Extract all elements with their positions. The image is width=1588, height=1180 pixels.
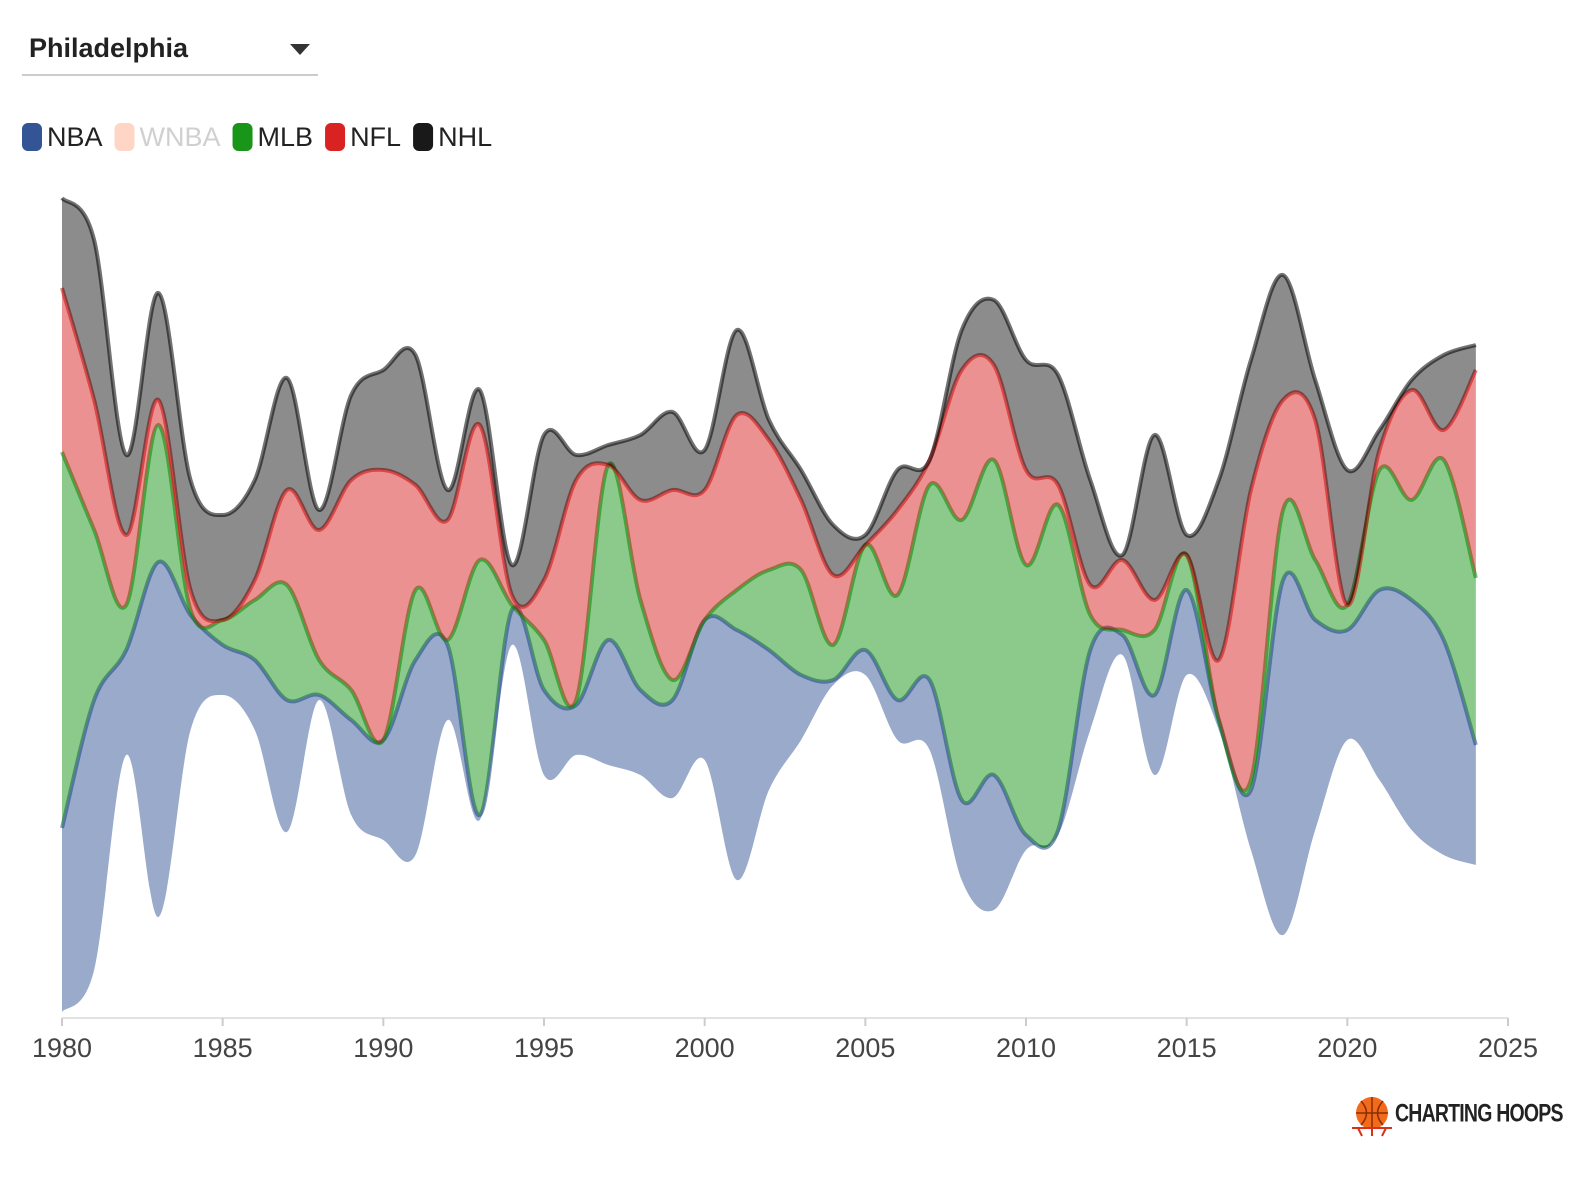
plot [60,196,1478,1012]
stream-area [62,198,1476,661]
x-tick-label: 1980 [32,1033,92,1063]
legend-label: NHL [438,122,492,152]
stream-edge [60,559,1478,850]
dropdown[interactable]: Philadelphia [22,33,318,76]
x-tick-label: 2010 [996,1033,1056,1063]
legend: NBA WNBA MLB NFL NHL [22,122,492,152]
x-tick-label: 2025 [1478,1033,1538,1063]
x-tick-label: 2015 [1157,1033,1217,1063]
logo-net [1352,1127,1392,1137]
dropdown-label: Philadelphia [29,33,189,63]
legend-swatch [22,123,42,151]
stream-edge [60,422,1478,793]
x-axis: 1980 1985 1990 1995 2000 2005 2010 2015 2020 2025 [32,1017,1538,1063]
dropdown-caret [290,44,310,55]
legend-label: WNBA [140,122,221,152]
logo: CHARTING HOOPS [1352,1097,1564,1137]
x-tick-label: 1990 [353,1033,413,1063]
x-tick-label: 1995 [514,1033,574,1063]
legend-swatch [114,123,135,151]
x-tick-label: 2005 [835,1033,895,1063]
logo-seams [1356,1097,1388,1129]
x-tick-label: 1985 [193,1033,253,1063]
legend-label: NBA [47,122,103,152]
legend-swatch [325,123,346,151]
legend-swatch [232,123,253,151]
stream-area [62,288,1476,791]
stream-edge [60,287,1478,663]
stream-edge [60,196,1477,568]
legend-label: NFL [350,122,401,152]
x-tick-label: 2020 [1317,1033,1377,1063]
legend-label: MLB [258,122,314,152]
legend-swatch [413,123,434,151]
stream-area [62,424,1476,848]
logo-text: CHARTING HOOPS [1395,1099,1564,1127]
x-tick-label: 2000 [675,1033,735,1063]
stream-area [62,561,1476,1012]
